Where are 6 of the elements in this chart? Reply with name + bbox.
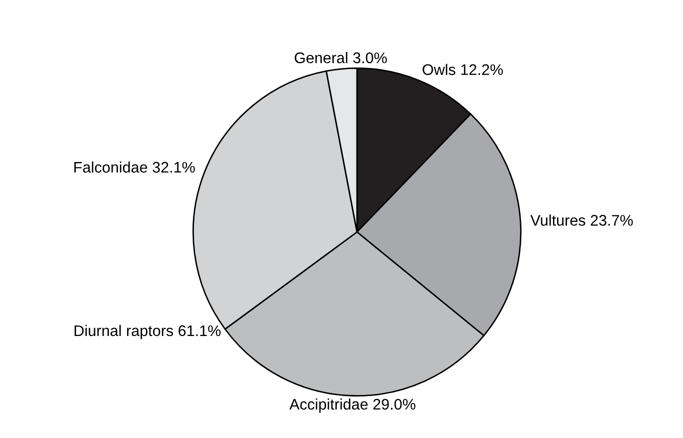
slice-label: Falconidae 32.1% [74,161,195,173]
slice-label: General 3.0% [294,52,387,64]
text: Diurnal raptors 61.1% [74,324,221,340]
slice-label: Vultures 23.7% [530,214,633,226]
slice-label: Accipitridae 29.0% [289,398,416,413]
slice-label: Owls 12.2% [422,64,503,76]
